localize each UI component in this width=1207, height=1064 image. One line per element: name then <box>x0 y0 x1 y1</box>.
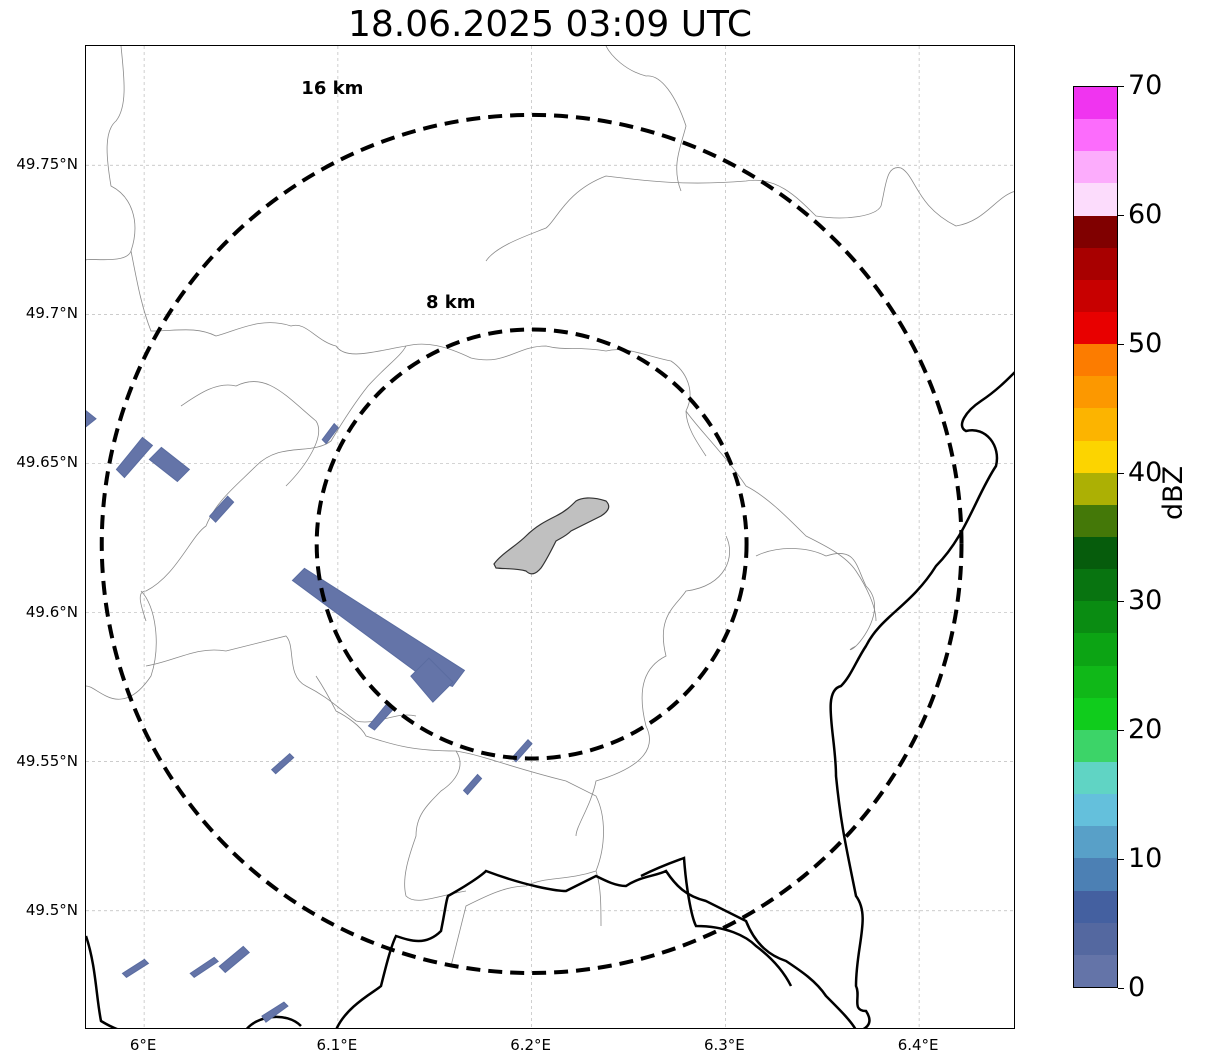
lat-tick-label-4: 49.55°N <box>16 751 78 770</box>
colorbar-tick-label-4: 40 <box>1128 456 1163 488</box>
city-area <box>493 497 610 575</box>
colorbar-tick-6 <box>1118 214 1124 216</box>
range-ring-label-8km: 8 km <box>425 292 476 314</box>
colorbar-segment-19 <box>1074 344 1117 377</box>
colorbar-segment-16 <box>1074 440 1117 473</box>
colorbar-segment-22 <box>1074 247 1117 280</box>
colorbar-segment-21 <box>1074 279 1117 312</box>
colorbar-segment-0 <box>1074 954 1117 987</box>
colorbar-segment-26 <box>1074 119 1117 152</box>
lat-tick-label-2: 49.65°N <box>16 453 78 472</box>
colorbar-segment-6 <box>1074 762 1117 795</box>
colorbar-tick-3 <box>1118 601 1124 603</box>
colorbar-segment-8 <box>1074 697 1117 730</box>
colorbar-segment-27 <box>1074 87 1117 120</box>
colorbar-tick-2 <box>1118 730 1124 732</box>
grid-lines <box>86 46 1014 1028</box>
colorbar-segment-7 <box>1074 729 1117 762</box>
colorbar-segment-12 <box>1074 569 1117 602</box>
colorbar-unit-label: dBZ <box>1158 465 1189 520</box>
reflectivity-cells <box>86 410 533 1023</box>
colorbar-segment-2 <box>1074 890 1117 923</box>
colorbar-segment-18 <box>1074 376 1117 409</box>
colorbar-tick-5 <box>1118 343 1124 345</box>
reflectivity-cell-12 <box>121 958 150 979</box>
colorbar-segment-10 <box>1074 633 1117 666</box>
range-ring-8km <box>314 327 749 761</box>
colorbar-segment-11 <box>1074 601 1117 634</box>
reflectivity-cell-2 <box>115 436 154 479</box>
lon-tick-label-2: 6.2°E <box>510 1036 552 1054</box>
reflectivity-cell-13 <box>189 956 219 979</box>
colorbar-segment-25 <box>1074 151 1117 184</box>
reflectivity-cell-3 <box>148 446 191 483</box>
colorbar-segment-14 <box>1074 504 1117 537</box>
colorbar-segment-5 <box>1074 794 1117 827</box>
reflectivity-cell-7 <box>410 657 454 703</box>
colorbar-segment-3 <box>1074 858 1117 891</box>
lat-tick-label-0: 49.75°N <box>16 155 78 174</box>
lon-tick-label-1: 6.1°E <box>316 1036 358 1054</box>
range-ring-label-16km: 16 km <box>301 77 364 99</box>
reflectivity-cell-6 <box>291 567 466 688</box>
dbz-colorbar <box>1073 86 1118 988</box>
colorbar-segment-1 <box>1074 922 1117 955</box>
colorbar-tick-label-0: 0 <box>1128 972 1146 1003</box>
colorbar-tick-label-6: 60 <box>1128 198 1163 230</box>
national-borders <box>86 371 1014 1028</box>
reflectivity-cell-1 <box>86 410 97 428</box>
lat-tick-label-5: 49.5°N <box>25 900 78 919</box>
colorbar-segment-15 <box>1074 472 1117 505</box>
colorbar-tick-0 <box>1118 988 1124 989</box>
regional-borders <box>86 46 1014 967</box>
lat-tick-label-1: 49.7°N <box>25 304 78 323</box>
colorbar-segment-4 <box>1074 826 1117 859</box>
lon-tick-label-3: 6.3°E <box>703 1036 745 1054</box>
reflectivity-cell-9 <box>270 752 295 775</box>
reflectivity-cell-14 <box>218 945 250 974</box>
map-canvas <box>86 46 1014 1028</box>
range-ring-16km <box>99 112 964 976</box>
colorbar-tick-label-7: 70 <box>1128 70 1163 101</box>
range-rings <box>99 112 964 976</box>
lon-tick-label-0: 6°E <box>129 1036 157 1054</box>
colorbar-tick-label-1: 10 <box>1128 843 1163 875</box>
reflectivity-cell-10 <box>462 773 483 796</box>
reflectivity-cell-5 <box>321 422 339 445</box>
reflectivity-cell-4 <box>208 495 235 523</box>
colorbar-tick-label-3: 30 <box>1128 585 1163 617</box>
reflectivity-cell-15 <box>261 1001 289 1023</box>
radar-map[interactable] <box>85 45 1015 1029</box>
colorbar-segment-13 <box>1074 537 1117 570</box>
colorbar-segment-24 <box>1074 183 1117 216</box>
reflectivity-cell-11 <box>511 738 533 763</box>
colorbar-segment-9 <box>1074 665 1117 698</box>
lon-tick-label-4: 6.4°E <box>897 1036 939 1054</box>
colorbar-tick-1 <box>1118 859 1124 861</box>
colorbar-segment-17 <box>1074 408 1117 441</box>
colorbar-segment-23 <box>1074 215 1117 248</box>
colorbar-tick-label-2: 20 <box>1128 714 1163 746</box>
lat-tick-label-3: 49.6°N <box>25 602 78 621</box>
colorbar-tick-4 <box>1118 472 1124 474</box>
colorbar-segment-20 <box>1074 312 1117 345</box>
colorbar-tick-7 <box>1118 86 1124 87</box>
chart-title: 18.06.2025 03:09 UTC <box>347 4 753 45</box>
colorbar-tick-label-5: 50 <box>1128 327 1163 359</box>
